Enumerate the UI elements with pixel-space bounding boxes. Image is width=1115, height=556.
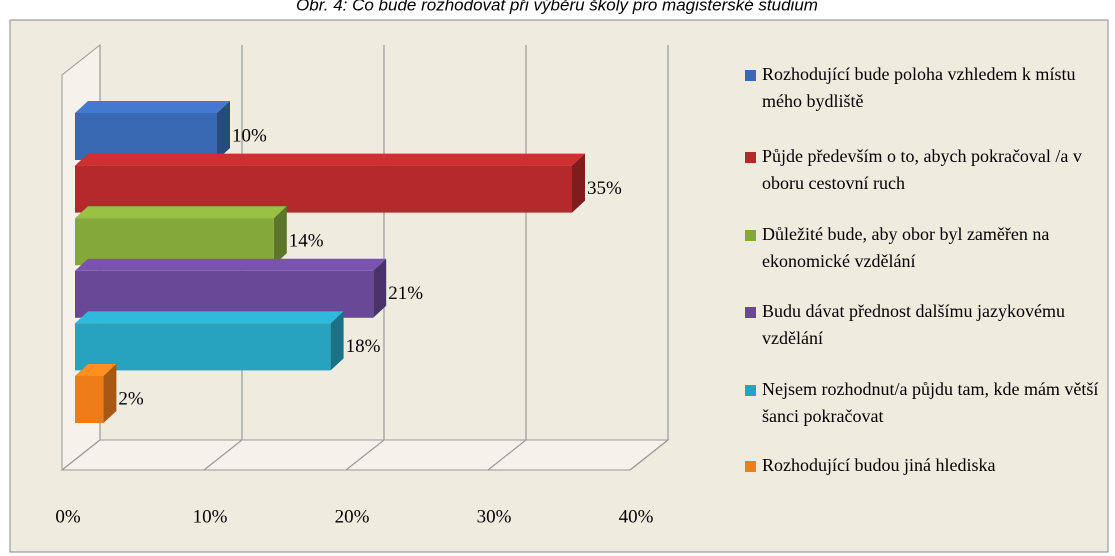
legend-label: Rozhodující budou jiná hlediska — [762, 455, 996, 475]
bar-side — [572, 153, 585, 213]
legend-label: Rozhodující bude poloha vzhledem k místu… — [762, 64, 1076, 111]
bar-top — [75, 153, 585, 166]
x-tick-label: 0% — [55, 506, 81, 527]
bar-side — [373, 258, 387, 318]
bar — [75, 323, 331, 371]
legend-label: Nejsem rozhodnut/a půjdu tam, kde mám vě… — [762, 379, 1099, 426]
legend-swatch — [745, 385, 756, 396]
x-tick-label: 40% — [619, 506, 654, 527]
bar-side — [330, 311, 344, 371]
x-tick-label: 10% — [193, 506, 228, 527]
bar-top — [75, 206, 287, 219]
data-label: 10% — [232, 125, 267, 146]
data-label: 21% — [388, 283, 423, 304]
legend-label: Budu dávat přednost dalšímu jazykovému v… — [762, 301, 1065, 348]
legend-swatch — [745, 152, 756, 163]
chart-title: Obr. 4: Co bude rozhodovat při výběru šk… — [296, 0, 818, 14]
grid-line — [629, 45, 669, 471]
bar-top — [75, 311, 344, 324]
bar — [75, 376, 104, 423]
legend-label: Důležité bude, aby obor byl zaměřen na e… — [762, 224, 1050, 271]
bar-side — [273, 206, 287, 266]
data-label: 18% — [346, 336, 381, 357]
bar-side — [103, 364, 117, 423]
bar-top — [75, 101, 230, 113]
bar — [75, 218, 274, 266]
data-label: 2% — [118, 388, 143, 409]
legend-swatch — [745, 230, 756, 241]
legend-swatch — [745, 461, 756, 472]
legend-swatch — [745, 307, 756, 318]
bar — [75, 165, 572, 213]
data-label: 14% — [289, 231, 324, 252]
bar — [75, 113, 217, 160]
bar — [75, 270, 374, 318]
x-tick-label: 30% — [477, 506, 512, 527]
data-label: 35% — [587, 178, 622, 199]
bar-top — [75, 364, 117, 376]
legend-label: Půjde především o to, abych pokračoval /… — [762, 146, 1082, 193]
bar-top — [75, 258, 387, 271]
x-tick-label: 20% — [335, 506, 370, 527]
legend-swatch — [745, 70, 756, 81]
bar-side — [217, 101, 230, 160]
